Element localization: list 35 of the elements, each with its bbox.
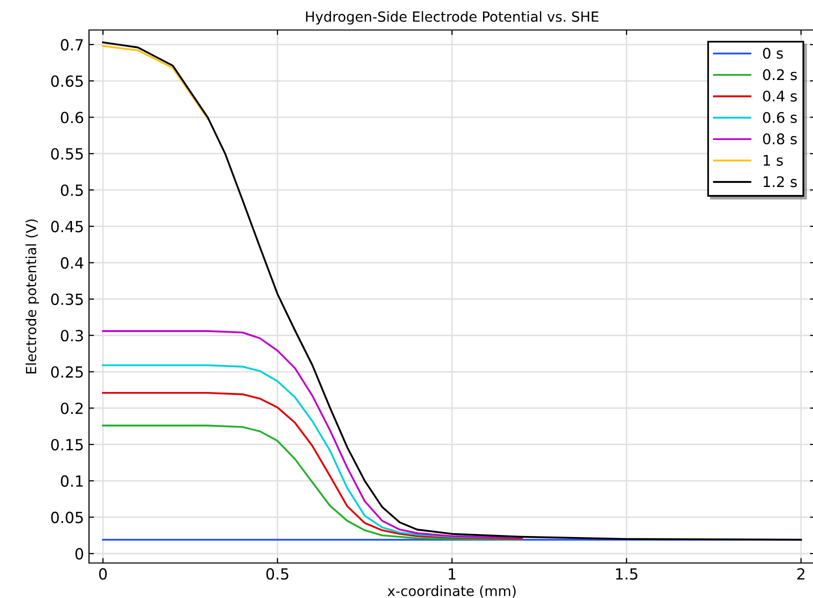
line-series [102, 392, 523, 540]
x-axis-title: x-coordinate (mm) [388, 585, 516, 598]
chart-title: Hydrogen-Side Electrode Potential vs. SHE [306, 11, 598, 25]
y-tick-label: 0.5 [60, 184, 83, 196]
y-tick-label: 0.3 [60, 330, 83, 342]
y-tick-label: 0.7 [60, 39, 83, 51]
y-tick-label: 0.4 [60, 257, 84, 269]
legend-label: 0.4 s [763, 90, 797, 102]
x-tick-label: 1 [448, 568, 456, 580]
y-tick-label: 0.35 [51, 294, 83, 306]
y-tick-label: 0.45 [51, 220, 83, 232]
line-series [102, 41, 802, 541]
y-tick-label: 0.55 [51, 148, 83, 160]
y-tick-label: 0.2 [60, 402, 83, 414]
y-tick-label: 0.6 [60, 112, 84, 124]
x-tick-label: 2 [797, 568, 804, 580]
y-tick-label: 0.1 [60, 475, 83, 487]
y-tick-label: 0.15 [51, 438, 83, 450]
legend-label: 1.2 s [764, 176, 797, 188]
y-tick-label: 0.05 [51, 512, 83, 524]
legend-label: 1 s [764, 154, 783, 166]
y-tick-label: 0.25 [51, 366, 83, 378]
line-series [102, 330, 523, 540]
legend-label: 0.2 s [763, 69, 797, 80]
y-tick-label: 0.65 [51, 75, 83, 87]
legend-label: 0.8 s [763, 133, 797, 144]
legend-label: 0 s [763, 48, 783, 59]
x-tick-label: 0 [99, 568, 107, 580]
line-series [102, 45, 209, 120]
x-tick-label: 0.5 [266, 568, 288, 580]
legend-label: 0.6 s [763, 112, 797, 124]
x-tick-label: 1.5 [616, 568, 638, 580]
y-tick-label: 0 [75, 548, 84, 560]
line-series [102, 424, 523, 541]
y-axis-title: Electrode potential (V) [26, 219, 40, 374]
